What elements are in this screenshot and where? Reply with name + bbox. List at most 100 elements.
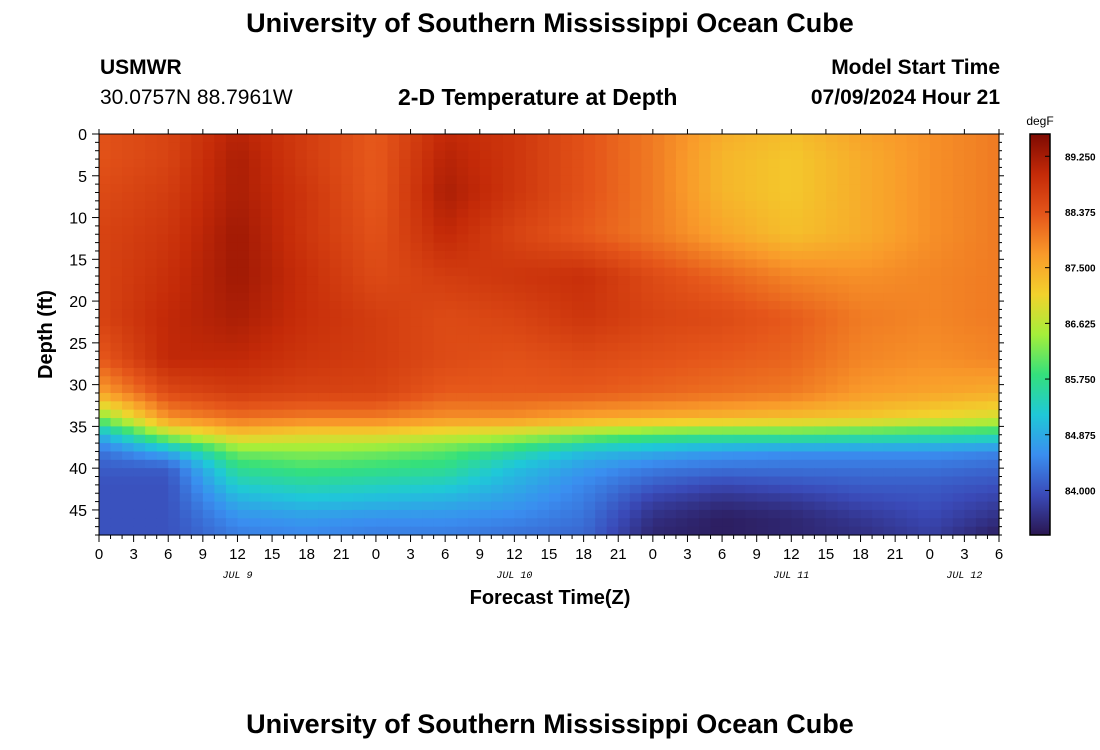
heatmap-cell bbox=[133, 401, 146, 411]
heatmap-cell bbox=[214, 434, 227, 444]
heatmap-cell bbox=[814, 267, 827, 277]
heatmap-cell bbox=[306, 501, 319, 511]
heatmap-cell bbox=[687, 443, 700, 453]
heatmap-cell bbox=[687, 150, 700, 160]
heatmap-cell bbox=[237, 409, 250, 419]
heatmap-cell bbox=[422, 367, 435, 377]
heatmap-cell bbox=[664, 175, 677, 185]
x-tick-label: 0 bbox=[649, 546, 657, 563]
heatmap-cell bbox=[110, 209, 123, 219]
heatmap-cell bbox=[987, 326, 1000, 336]
heatmap-cell bbox=[514, 167, 527, 177]
heatmap-cell bbox=[387, 317, 400, 327]
heatmap-cell bbox=[537, 418, 550, 427]
heatmap-cell bbox=[860, 134, 873, 143]
heatmap-cell bbox=[202, 292, 215, 302]
heatmap-cell bbox=[99, 175, 112, 185]
heatmap-cell bbox=[479, 167, 492, 177]
heatmap-cell bbox=[468, 518, 481, 528]
heatmap-cell bbox=[699, 309, 712, 319]
heatmap-cell bbox=[629, 434, 642, 444]
heatmap-cell bbox=[652, 284, 665, 294]
heatmap-cell bbox=[272, 284, 285, 294]
heatmap-cell bbox=[156, 451, 169, 461]
heatmap-cell bbox=[272, 250, 285, 260]
heatmap-cell bbox=[756, 476, 769, 486]
heatmap-cell bbox=[560, 476, 573, 486]
heatmap-cell bbox=[929, 451, 942, 461]
heatmap-cell bbox=[675, 476, 689, 486]
heatmap-cell bbox=[272, 192, 285, 202]
heatmap-cell bbox=[272, 142, 285, 152]
heatmap-cell bbox=[445, 526, 458, 536]
heatmap-cell bbox=[618, 159, 631, 169]
heatmap-cell bbox=[664, 418, 677, 427]
heatmap-cell bbox=[422, 175, 435, 185]
heatmap-cell bbox=[122, 142, 135, 152]
heatmap-cell bbox=[825, 468, 839, 478]
heatmap-cell bbox=[179, 209, 192, 219]
heatmap-cell bbox=[399, 259, 412, 269]
heatmap-cell bbox=[906, 292, 919, 302]
heatmap-cell bbox=[629, 418, 642, 427]
heatmap-cell bbox=[849, 376, 862, 386]
heatmap-cell bbox=[329, 326, 342, 336]
heatmap-cell bbox=[122, 292, 135, 302]
heatmap-cell bbox=[779, 200, 792, 210]
heatmap-cell bbox=[664, 334, 677, 344]
heatmap-cell bbox=[295, 418, 308, 427]
heatmap-cell bbox=[375, 426, 389, 436]
heatmap-cell bbox=[122, 150, 135, 160]
heatmap-cell bbox=[122, 451, 135, 461]
heatmap-cell bbox=[433, 367, 446, 377]
heatmap-cell bbox=[814, 167, 827, 177]
heatmap-cell bbox=[352, 459, 365, 469]
heatmap-cell bbox=[225, 217, 239, 227]
heatmap-cell bbox=[791, 259, 804, 269]
heatmap-cell bbox=[191, 359, 204, 369]
heatmap-cell bbox=[549, 342, 562, 352]
heatmap-cell bbox=[445, 459, 458, 469]
heatmap-cell bbox=[595, 501, 608, 511]
heatmap-cell bbox=[99, 418, 112, 427]
heatmap-cell bbox=[860, 184, 873, 194]
heatmap-cell bbox=[687, 459, 700, 469]
heatmap-cell bbox=[975, 518, 989, 528]
heatmap-cell bbox=[145, 225, 158, 235]
heatmap-cell bbox=[502, 359, 515, 369]
heatmap-cell bbox=[941, 484, 954, 494]
heatmap-cell bbox=[456, 150, 469, 160]
heatmap-cell bbox=[756, 376, 769, 386]
heatmap-cell bbox=[156, 267, 169, 277]
heatmap-cell bbox=[202, 409, 215, 419]
heatmap-cell bbox=[825, 493, 839, 503]
heatmap-cell bbox=[456, 142, 469, 152]
heatmap-cell bbox=[652, 518, 665, 528]
heatmap-cell bbox=[837, 334, 850, 344]
heatmap-cell bbox=[249, 267, 262, 277]
heatmap-cell bbox=[99, 518, 112, 528]
heatmap-cell bbox=[225, 409, 239, 419]
heatmap-cell bbox=[341, 334, 354, 344]
heatmap-cell bbox=[675, 234, 689, 244]
heatmap-cell bbox=[456, 509, 469, 519]
heatmap-cell bbox=[895, 342, 908, 352]
heatmap-cell bbox=[237, 250, 250, 260]
heatmap-cell bbox=[306, 451, 319, 461]
heatmap-cell bbox=[583, 376, 596, 386]
heatmap-cell bbox=[987, 192, 1000, 202]
heatmap-cell bbox=[687, 526, 700, 536]
heatmap-cell bbox=[306, 392, 319, 402]
heatmap-cell bbox=[583, 167, 596, 177]
heatmap-cell bbox=[583, 175, 596, 185]
heatmap-cell bbox=[214, 217, 227, 227]
heatmap-cell bbox=[664, 150, 677, 160]
heatmap-cell bbox=[237, 359, 250, 369]
heatmap-cell bbox=[525, 317, 539, 327]
heatmap-cell bbox=[329, 301, 342, 311]
heatmap-cell bbox=[237, 209, 250, 219]
heatmap-cell bbox=[422, 392, 435, 402]
heatmap-cell bbox=[641, 284, 654, 294]
heatmap-cell bbox=[975, 200, 989, 210]
heatmap-cell bbox=[133, 167, 146, 177]
